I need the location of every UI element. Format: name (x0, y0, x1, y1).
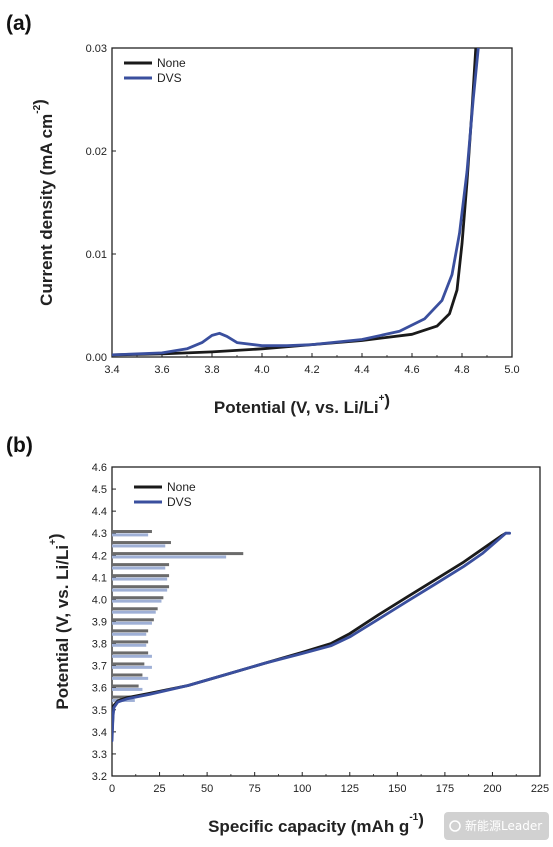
x-tick-label: 25 (153, 783, 165, 795)
y-tick-label: 3.7 (92, 661, 107, 673)
bar-group (112, 530, 244, 702)
plot-frame-a (111, 47, 513, 358)
y-tick-label: 4.4 (92, 506, 107, 518)
series-line-dvs (112, 531, 511, 743)
bar-none (112, 563, 170, 567)
y-tick-label: 3.9 (92, 617, 107, 629)
bar-none (112, 552, 244, 556)
bar-dvs (112, 654, 152, 658)
bar-none (112, 684, 139, 688)
bar-none (112, 541, 171, 545)
bar-none (112, 695, 132, 699)
x-tick-label: 150 (388, 783, 406, 795)
x-tick-label: 0 (109, 783, 115, 795)
legend-label-none: None (167, 480, 196, 494)
y-tick-label: 4.2 (92, 550, 107, 562)
chart-b: (b) 0 25 50 75 100 125 150 175 200 225 3.2 3.3 3.4 3.5… (6, 434, 549, 836)
series-group (112, 48, 480, 357)
bar-dvs (112, 555, 227, 559)
bar-dvs (112, 533, 149, 537)
bar-dvs (112, 621, 152, 625)
y-tick-label: 3.8 (92, 639, 107, 651)
x-tick-label: 125 (341, 783, 359, 795)
y-tick-label: 4.0 (92, 594, 107, 606)
bar-none (112, 629, 149, 633)
y-tick-label: 4.1 (92, 572, 107, 584)
bar-none (112, 607, 158, 611)
bar-dvs (112, 643, 147, 647)
y-axis-label-b: Potential (V, vs. Li/Li+) (46, 533, 72, 709)
bar-none (112, 640, 149, 644)
y-tick-label: 3.3 (92, 749, 107, 761)
y-tick-label: 0.02 (86, 146, 107, 158)
y-tick-label: 0.00 (86, 352, 107, 364)
bar-dvs (112, 632, 147, 636)
bar-dvs (112, 665, 152, 669)
x-tick-label: 4.0 (254, 364, 269, 376)
bar-none (112, 596, 164, 600)
bar-dvs (112, 588, 168, 592)
x-tick-label: 4.6 (404, 364, 419, 376)
y-tick-label: 3.5 (92, 705, 107, 717)
bar-dvs (112, 577, 168, 581)
x-tick-label: 4.8 (454, 364, 469, 376)
x-tick-label: 175 (436, 783, 454, 795)
y-tick-label: 4.6 (92, 462, 107, 474)
bar-dvs (112, 599, 162, 603)
y-tick-label: 0.01 (86, 249, 107, 261)
chart-a: (a) 3.4 3.6 3.8 4.0 4.2 4.4 4.6 4.8 5.0 0.00 0.01 0.… (6, 12, 520, 417)
bar-dvs (112, 544, 166, 548)
x-tick-label: 200 (483, 783, 501, 795)
watermark-backdrop (444, 812, 549, 840)
y-tick-label: 4.3 (92, 528, 107, 540)
legend-label-none: None (157, 56, 186, 70)
y-tick-label: 3.6 (92, 683, 107, 695)
wechat-icon (449, 820, 461, 832)
y-tick-label: 3.4 (92, 727, 107, 739)
bar-none (112, 651, 149, 655)
y-tick-label: 3.2 (92, 771, 107, 783)
x-tick-label: 4.2 (304, 364, 319, 376)
bar-none (112, 530, 152, 534)
bar-none (112, 585, 170, 589)
bar-dvs (112, 676, 149, 680)
y-tick-label: 0.03 (86, 43, 107, 55)
bar-none (112, 662, 145, 666)
x-tick-label: 3.6 (154, 364, 169, 376)
x-tick-label: 225 (531, 783, 549, 795)
series-line-none (112, 48, 478, 357)
series-line-dvs (112, 48, 480, 357)
series-group (112, 531, 511, 743)
x-tick-label: 4.4 (354, 364, 369, 376)
panel-label-a: (a) (6, 12, 32, 35)
y-tick-label: 4.5 (92, 484, 107, 496)
x-tick-label: 5.0 (504, 364, 519, 376)
x-axis-label-b: Specific capacity (mAh g-1) (208, 810, 424, 836)
x-tick-label: 75 (249, 783, 261, 795)
bar-none (112, 618, 154, 622)
bar-dvs (112, 610, 156, 614)
x-tick-label: 100 (293, 783, 311, 795)
panel-label-b: (b) (6, 434, 33, 457)
bar-none (112, 574, 170, 578)
watermark: 新能源Leader (444, 812, 549, 840)
bar-none (112, 673, 143, 677)
x-tick-label: 3.4 (104, 364, 119, 376)
legend-label-dvs: DVS (167, 495, 192, 509)
x-axis-label-a: Potential (V, vs. Li/Li+) (214, 391, 390, 417)
y-axis-label-a: Current density (mA cm-2) (30, 99, 56, 306)
watermark-text: 新能源Leader (465, 818, 542, 833)
series-line-none (112, 531, 508, 738)
bar-dvs (112, 687, 143, 691)
legend-label-dvs: DVS (157, 71, 182, 85)
x-tick-label: 3.8 (204, 364, 219, 376)
x-tick-label: 50 (201, 783, 213, 795)
plot-frame-b (111, 466, 541, 777)
bar-dvs (112, 566, 166, 570)
